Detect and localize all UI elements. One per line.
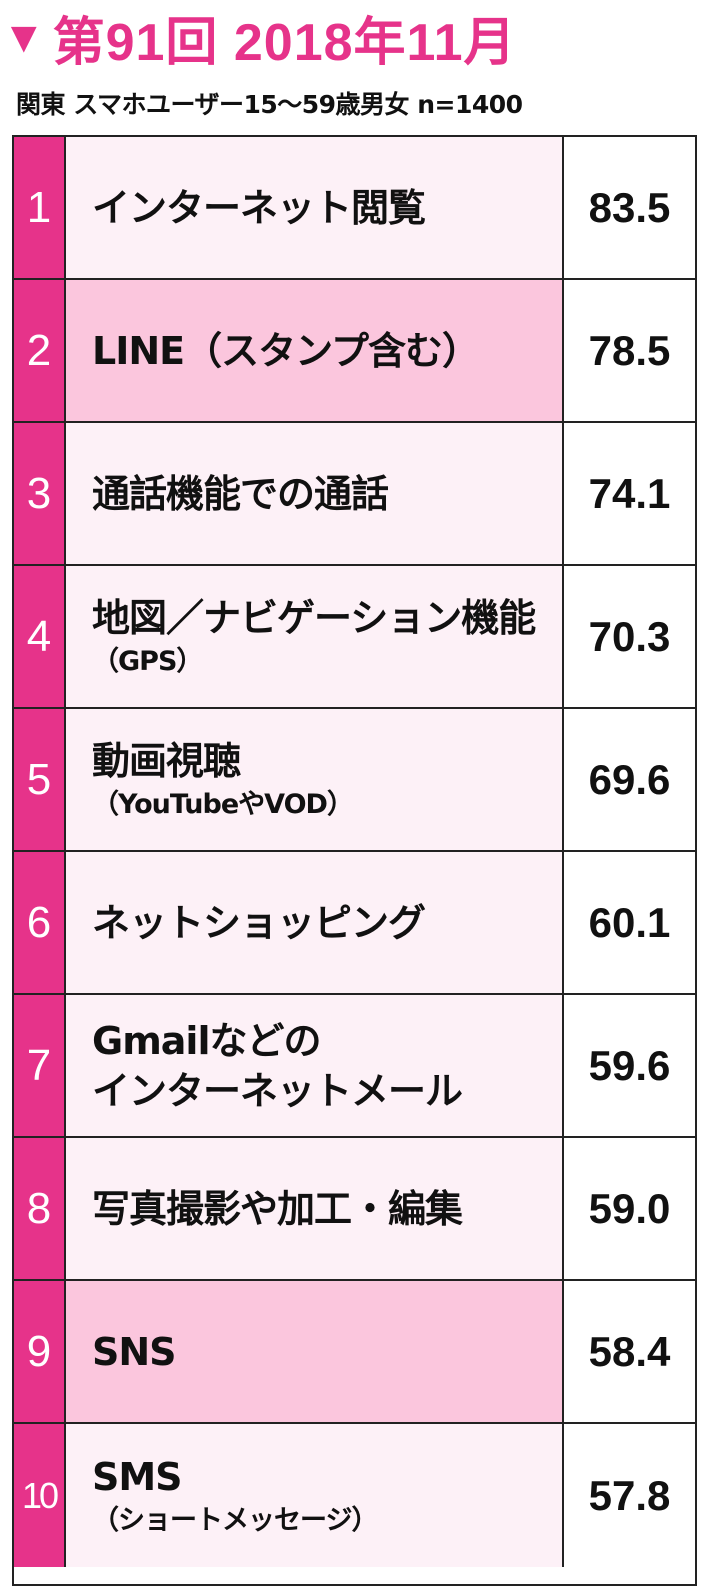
item-cell: 写真撮影や加工・編集 [66, 1138, 564, 1279]
item-cell: 地図／ナビゲーション機能 （GPS） [66, 566, 564, 707]
value-cell: 78.5 [564, 280, 695, 421]
rank-cell: 8 [14, 1138, 66, 1279]
item-label: ネットショッピング [92, 900, 426, 945]
value-cell: 59.0 [564, 1138, 695, 1279]
table-row: 3 通話機能での通話 74.1 [14, 423, 695, 566]
item-cell: ネットショッピング [66, 852, 564, 993]
item-cell: インターネット閲覧 [66, 137, 564, 278]
table-row: 9 SNS 58.4 [14, 1281, 695, 1424]
rank-cell: 4 [14, 566, 66, 707]
item-sublabel: （YouTubeやVOD） [92, 788, 354, 820]
item-label: Gmailなどの [92, 1018, 321, 1063]
table-row: 4 地図／ナビゲーション機能 （GPS） 70.3 [14, 566, 695, 709]
rank-cell: 7 [14, 995, 66, 1136]
value-cell: 58.4 [564, 1281, 695, 1422]
item-label: SMS [92, 1454, 183, 1499]
item-label: 写真撮影や加工・編集 [92, 1186, 463, 1231]
item-label: 地図／ナビゲーション機能 [92, 595, 536, 640]
table-row: 6 ネットショッピング 60.1 [14, 852, 695, 995]
value-cell: 74.1 [564, 423, 695, 564]
rank-cell: 3 [14, 423, 66, 564]
rank-cell: 2 [14, 280, 66, 421]
rank-cell: 9 [14, 1281, 66, 1422]
rank-cell: 1 [14, 137, 66, 278]
value-cell: 69.6 [564, 709, 695, 850]
item-label: インターネット閲覧 [92, 185, 426, 230]
chart-subtitle: 関東 スマホユーザー15〜59歳男女 n=1400 [16, 90, 523, 119]
value-cell: 60.1 [564, 852, 695, 993]
item-sublabel: インターネットメール [92, 1068, 463, 1113]
item-sublabel: （ショートメッセージ） [92, 1504, 378, 1536]
triangle-marker-icon: ▼ [2, 12, 47, 62]
chart-title: ▼ 第91回 2018年11月 [2, 0, 702, 75]
table-row: 10 SMS （ショートメッセージ） 57.8 [14, 1424, 695, 1567]
ranking-table: 1 インターネット閲覧 83.5 2 LINE（スタンプ含む） 78.5 3 通話機能での通話… [12, 135, 697, 1586]
rank-cell: 6 [14, 852, 66, 993]
item-cell: SNS [66, 1281, 564, 1422]
value-cell: 83.5 [564, 137, 695, 278]
value-cell: 57.8 [564, 1424, 695, 1567]
item-cell: Gmailなどのインターネットメール [66, 995, 564, 1136]
table-row: 1 インターネット閲覧 83.5 [14, 137, 695, 280]
value-cell: 59.6 [564, 995, 695, 1136]
item-cell: SMS （ショートメッセージ） [66, 1424, 564, 1567]
item-label: SNS [92, 1329, 177, 1374]
title-text: 第91回 2018年11月 [52, 14, 517, 72]
table-row: 5 動画視聴 （YouTubeやVOD） 69.6 [14, 709, 695, 852]
item-label: LINE（スタンプ含む） [92, 328, 480, 373]
table-row: 7 Gmailなどの インターネットメール 59.6 [14, 995, 695, 1138]
item-label: 動画視聴 [92, 738, 241, 783]
item-cell: 通話機能での通話 [66, 423, 564, 564]
rank-cell: 5 [14, 709, 66, 850]
rank-cell: 10 [14, 1424, 66, 1567]
table-row: 2 LINE（スタンプ含む） 78.5 [14, 280, 695, 423]
value-cell: 70.3 [564, 566, 695, 707]
item-sublabel: （GPS） [92, 645, 203, 677]
table-row: 8 写真撮影や加工・編集 59.0 [14, 1138, 695, 1281]
item-cell: 動画視聴 （YouTubeやVOD） [66, 709, 564, 850]
item-label: 通話機能での通話 [92, 471, 389, 516]
item-cell: LINE（スタンプ含む） [66, 280, 564, 421]
